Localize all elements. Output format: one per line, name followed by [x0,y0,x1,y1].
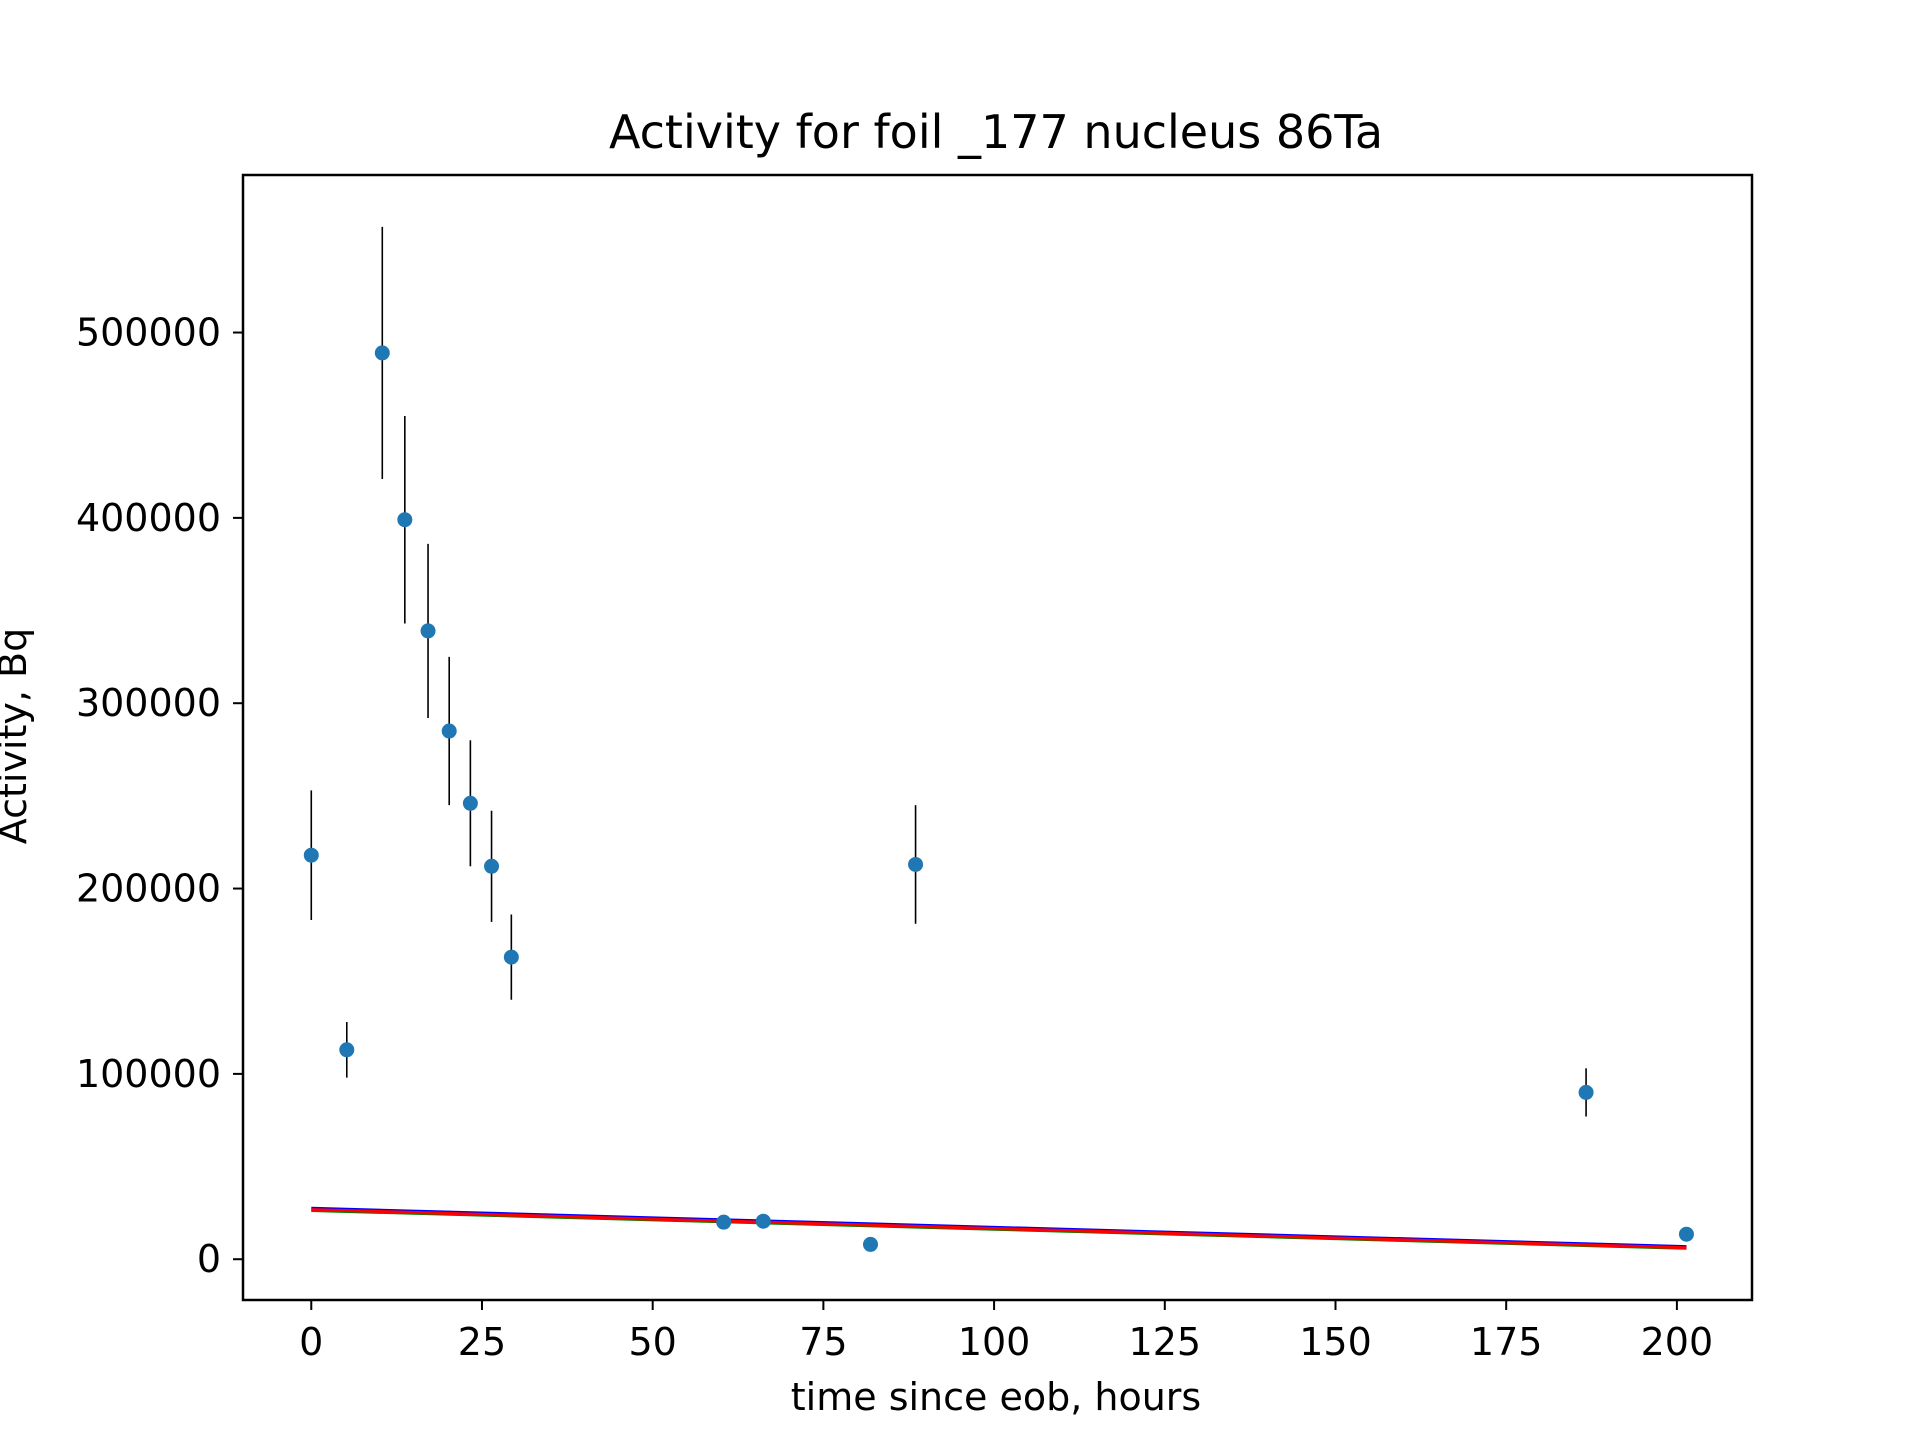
x-tick-label: 200 [1641,1320,1714,1364]
y-tick-label: 300000 [76,681,221,725]
data-point [755,1213,771,1229]
x-tick-label: 125 [1129,1320,1202,1364]
x-tick-label: 0 [299,1320,323,1364]
data-point [908,856,924,872]
y-tick-label: 400000 [76,496,221,540]
x-tick-label: 50 [629,1320,677,1364]
x-axis-label: time since eob, hours [791,1375,1201,1419]
data-point [462,795,478,811]
data-point [420,623,436,639]
plot-frame [241,173,1754,1302]
x-tick-label: 150 [1299,1320,1372,1364]
data-point [397,512,413,528]
plot-area: 0 25 50 75 100 125 150 175 200 0 100000 200000 30000… [76,173,1754,1364]
data-point [1678,1226,1694,1242]
y-axis-label: Activity, Bq [0,628,35,844]
x-tick-label: 175 [1470,1320,1543,1364]
data-point [339,1042,355,1058]
data-point [484,858,500,874]
data-point [1578,1084,1594,1100]
y-tick-label: 200000 [76,867,221,911]
y-tick-label: 100000 [76,1052,221,1096]
x-tick-label: 75 [799,1320,847,1364]
chart-title: Activity for foil _177 nucleus 86Ta [609,105,1383,159]
x-tick-label: 25 [458,1320,506,1364]
data-point [441,723,457,739]
fit-line-3 [311,1208,1687,1250]
x-tick-label: 100 [958,1320,1031,1364]
data-point [303,847,319,863]
y-tick-label: 500000 [76,311,221,355]
data-point [503,949,519,965]
data-point [374,345,390,361]
data-point [862,1236,878,1252]
data-point [716,1214,732,1230]
y-tick-label: 0 [197,1237,221,1281]
